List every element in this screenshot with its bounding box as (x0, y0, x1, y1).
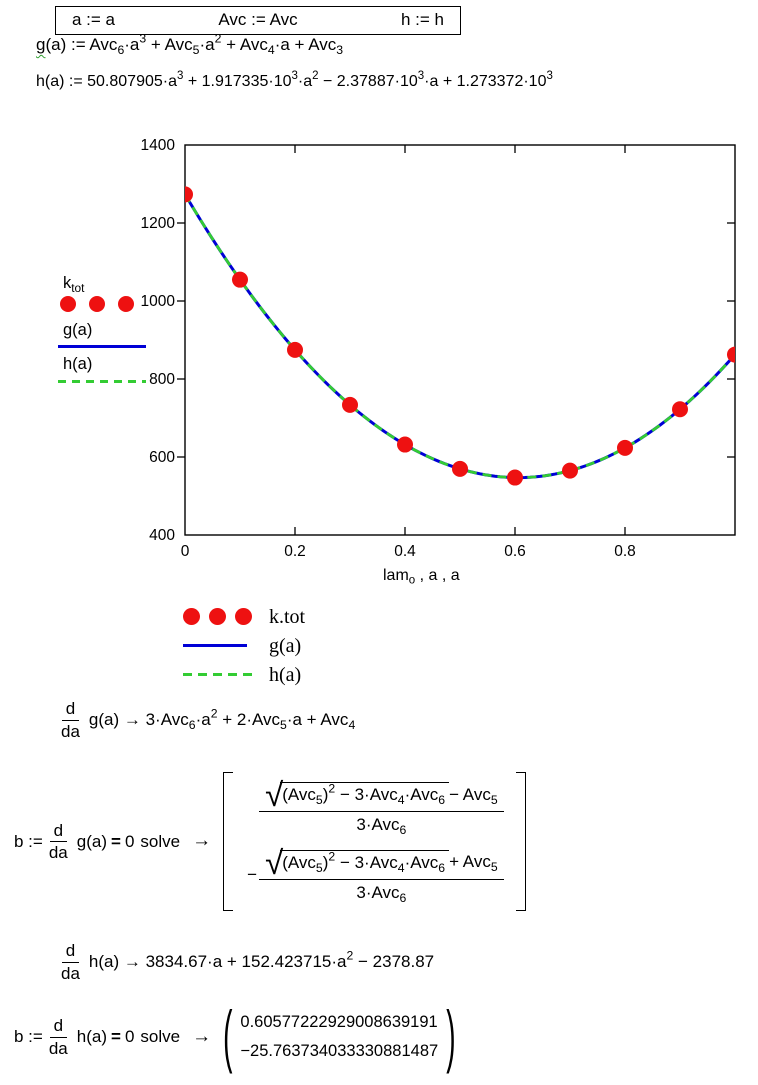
zero: 0 (124, 831, 135, 851)
g-def-body: (a) := Avc6·a3 + Avc5·a2 + Avc4·a + Avc3 (45, 31, 344, 57)
legend-dashed-line-icon (183, 672, 253, 677)
matrix-row: √ (Avc5)2 − 3·Avc4·Avc6 − Avc5 3·Avc6 (245, 776, 504, 836)
legend-entry-ktot: k.tot (183, 602, 305, 631)
solve-h-region[interactable]: b := d da h(a) = 0 solve → ( 0.605772229… (14, 1002, 456, 1071)
left-bracket-icon (223, 772, 234, 912)
derivative-h-result: h(a) → 3834.67·a + 152.423715·a2 − 2378.… (88, 948, 435, 971)
svg-text:1200: 1200 (141, 215, 176, 232)
b-assign: b := (14, 831, 43, 851)
root-value-2: −25.763734033330881487 (240, 1042, 439, 1061)
d-da-fraction: d da (48, 1016, 68, 1058)
g-call: g(a) (76, 831, 107, 851)
legend-entry-g: g(a) (183, 631, 305, 660)
derivative-g-result: g(a) → 3·Avc6·a2 + 2·Avc5·a + Avc4 (88, 706, 356, 732)
trace-label-h: h(a) (63, 355, 93, 373)
symbolic-arrow-icon: → (192, 830, 212, 852)
legend-solid-line-icon (183, 643, 247, 648)
svg-text:0.8: 0.8 (614, 543, 636, 560)
solve-g-region[interactable]: b := d da g(a) = 0 solve → √ (Avc5)2 − 3… (14, 772, 526, 912)
legend-entry-h: h(a) (183, 660, 305, 689)
symbolic-arrow-icon: → (192, 1026, 212, 1048)
definition-avc: Avc := Avc (218, 10, 298, 30)
definitions-box[interactable]: a := a Avc := Avc h := h (55, 6, 461, 35)
h-definition-region[interactable]: h(a) := 50.807905·a3 + 1.917335·103·a2 −… (36, 69, 553, 93)
solution-vector: ( 0.60577222929008639191 −25.76373403333… (223, 1002, 455, 1071)
d-da-fraction: d da (61, 699, 80, 741)
legend-dots-icon (183, 608, 252, 625)
svg-text:0.2: 0.2 (284, 543, 306, 560)
root-value-1: 0.60577222929008639191 (240, 1013, 438, 1031)
trace-label-ktot: ktot (63, 274, 85, 295)
trace-marker-solid-line (58, 345, 146, 348)
legend-label: k.tot (269, 605, 306, 628)
left-paren-icon: ( (223, 998, 233, 1075)
sqrt-expression: √ (Avc5)2 − 3·Avc4·Avc6 (265, 776, 450, 813)
boolean-equals: = (111, 831, 121, 851)
svg-text:800: 800 (149, 371, 175, 388)
h-call: h(a) (76, 1027, 107, 1047)
scatter-dot-icon (118, 296, 134, 312)
y-axis-trace-labels: ktot g(a) h(a) (58, 274, 154, 383)
derivative-g-region[interactable]: d da g(a) → 3·Avc6·a2 + 2·Avc5·a + Avc4 (55, 699, 355, 741)
trace-marker-dashed-line (58, 380, 146, 383)
chart-legend: k.tot g(a) h(a) (183, 602, 305, 689)
matrix-row: − √ (Avc5)2 − 3·Avc4·Avc6 + Avc5 3·Avc6 (245, 843, 504, 904)
svg-text:1000: 1000 (141, 293, 176, 310)
radical-icon: √ (265, 776, 284, 813)
sqrt-expression: √ (Avc5)2 − 3·Avc4·Avc6 (265, 843, 450, 881)
x-axis-label: lamo , a , a (383, 567, 460, 587)
h-def-body: h(a) := 50.807905·a3 + 1.917335·103·a2 −… (36, 69, 553, 90)
d-da-fraction: d da (48, 820, 68, 863)
radical-icon: √ (265, 843, 284, 881)
solution-matrix: √ (Avc5)2 − 3·Avc4·Avc6 − Avc5 3·Avc6 − … (223, 772, 526, 912)
legend-label: g(a) (269, 634, 302, 657)
chart-plot-svg: 0 0.2 0.4 0.6 0.8 400 600 800 1000 1200 1400 (141, 137, 736, 560)
g-definition-region[interactable]: g(a) := Avc6·a3 + Avc5·a2 + Avc4·a + Avc… (36, 31, 344, 57)
trace-marker-dots (60, 296, 154, 312)
svg-text:600: 600 (149, 449, 175, 466)
definition-a: a := a (72, 10, 116, 30)
boolean-equals: = (111, 1027, 121, 1047)
scatter-dot-icon (60, 296, 76, 312)
right-bracket-icon (515, 772, 526, 912)
svg-text:0.6: 0.6 (504, 543, 526, 560)
d-da-fraction: d da (61, 941, 80, 983)
svg-text:0: 0 (181, 543, 190, 560)
solve-keyword: solve (140, 1027, 181, 1047)
scatter-dot-icon (89, 296, 105, 312)
svg-text:0.4: 0.4 (394, 543, 416, 560)
derivative-h-region[interactable]: d da h(a) → 3834.67·a + 152.423715·a2 − … (55, 941, 434, 983)
definition-h: h := h (400, 10, 444, 30)
chart-region[interactable]: 0 0.2 0.4 0.6 0.8 400 600 800 1000 1200 1400 (130, 137, 758, 568)
g-def-head: g (36, 35, 46, 54)
b-assign: b := (14, 1027, 43, 1047)
solve-keyword: solve (140, 831, 181, 851)
trace-label-g: g(a) (63, 321, 93, 339)
legend-label: h(a) (269, 663, 302, 686)
svg-text:1400: 1400 (141, 138, 176, 154)
right-paren-icon: ) (446, 998, 456, 1075)
zero: 0 (124, 1027, 135, 1047)
svg-text:400: 400 (149, 527, 175, 544)
